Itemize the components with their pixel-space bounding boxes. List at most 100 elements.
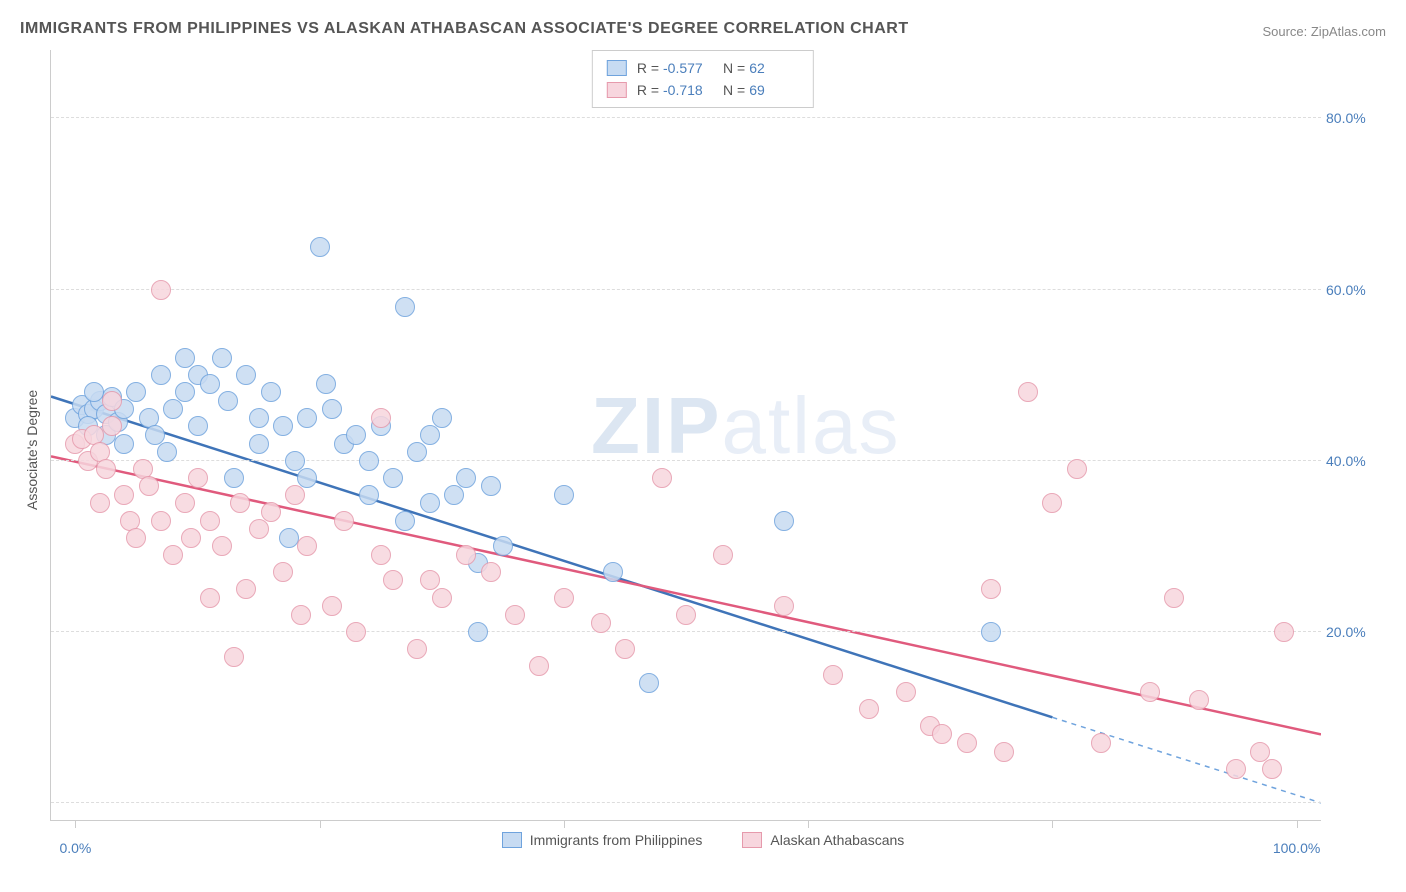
gridline xyxy=(51,802,1321,803)
scatter-point xyxy=(285,451,305,471)
scatter-point xyxy=(236,365,256,385)
scatter-point xyxy=(481,562,501,582)
scatter-point xyxy=(505,605,525,625)
scatter-point xyxy=(102,416,122,436)
x-tick xyxy=(1297,820,1298,828)
scatter-point xyxy=(188,468,208,488)
scatter-point xyxy=(285,485,305,505)
scatter-point xyxy=(273,562,293,582)
watermark-atlas: atlas xyxy=(721,381,900,470)
scatter-point xyxy=(114,485,134,505)
scatter-point xyxy=(554,588,574,608)
series2-swatch-bottom xyxy=(742,832,762,848)
scatter-point xyxy=(432,408,452,428)
scatter-point xyxy=(297,536,317,556)
scatter-point xyxy=(346,622,366,642)
scatter-point xyxy=(102,391,122,411)
scatter-point xyxy=(1091,733,1111,753)
scatter-point xyxy=(114,434,134,454)
scatter-point xyxy=(359,451,379,471)
scatter-point xyxy=(175,493,195,513)
source-attribution: Source: ZipAtlas.com xyxy=(1262,24,1386,39)
scatter-point xyxy=(236,579,256,599)
watermark-zip: ZIP xyxy=(591,381,721,470)
regression-lines xyxy=(51,50,1321,820)
scatter-point xyxy=(218,391,238,411)
scatter-point xyxy=(291,605,311,625)
gridline xyxy=(51,289,1321,290)
scatter-point xyxy=(224,468,244,488)
scatter-point xyxy=(346,425,366,445)
x-tick xyxy=(808,820,809,828)
scatter-point xyxy=(297,408,317,428)
scatter-point xyxy=(157,442,177,462)
scatter-point xyxy=(371,408,391,428)
plot-area: ZIPatlas 20.0%40.0%60.0%80.0%0.0%100.0% xyxy=(50,50,1321,821)
scatter-point xyxy=(1140,682,1160,702)
y-tick-label: 80.0% xyxy=(1326,110,1381,126)
scatter-point xyxy=(151,280,171,300)
y-axis-label: Associate's Degree xyxy=(24,390,40,510)
scatter-point xyxy=(859,699,879,719)
scatter-point xyxy=(591,613,611,633)
scatter-point xyxy=(1262,759,1282,779)
scatter-point xyxy=(334,511,354,531)
scatter-point xyxy=(957,733,977,753)
scatter-point xyxy=(322,399,342,419)
scatter-point xyxy=(200,374,220,394)
scatter-point xyxy=(188,416,208,436)
scatter-point xyxy=(126,528,146,548)
scatter-point xyxy=(151,511,171,531)
scatter-point xyxy=(493,536,513,556)
scatter-point xyxy=(181,528,201,548)
scatter-point xyxy=(420,493,440,513)
scatter-point xyxy=(529,656,549,676)
series-legend: Immigrants from Philippines Alaskan Atha… xyxy=(0,832,1406,848)
scatter-point xyxy=(90,493,110,513)
series2-swatch xyxy=(607,82,627,98)
scatter-point xyxy=(145,425,165,445)
scatter-point xyxy=(407,442,427,462)
scatter-point xyxy=(163,399,183,419)
scatter-point xyxy=(297,468,317,488)
scatter-point xyxy=(279,528,299,548)
series-legend-item-2: Alaskan Athabascans xyxy=(742,832,904,848)
y-tick-label: 40.0% xyxy=(1326,453,1381,469)
gridline xyxy=(51,631,1321,632)
scatter-point xyxy=(261,502,281,522)
scatter-point xyxy=(175,382,195,402)
series-legend-item-1: Immigrants from Philippines xyxy=(502,832,703,848)
scatter-point xyxy=(322,596,342,616)
n-value-1: 62 xyxy=(749,57,799,79)
scatter-point xyxy=(96,459,116,479)
scatter-point xyxy=(652,468,672,488)
scatter-point xyxy=(774,511,794,531)
n-label-2: N = xyxy=(723,82,745,98)
scatter-point xyxy=(676,605,696,625)
scatter-point xyxy=(603,562,623,582)
scatter-point xyxy=(395,511,415,531)
scatter-point xyxy=(1018,382,1038,402)
scatter-point xyxy=(371,545,391,565)
scatter-point xyxy=(896,682,916,702)
scatter-point xyxy=(395,297,415,317)
scatter-point xyxy=(316,374,336,394)
stats-legend-row-1: R =-0.577 N =62 xyxy=(607,57,799,79)
scatter-point xyxy=(212,536,232,556)
scatter-point xyxy=(456,545,476,565)
scatter-point xyxy=(774,596,794,616)
source-link[interactable]: ZipAtlas.com xyxy=(1311,24,1386,39)
scatter-point xyxy=(1067,459,1087,479)
scatter-point xyxy=(407,639,427,659)
watermark: ZIPatlas xyxy=(591,380,900,472)
scatter-point xyxy=(481,476,501,496)
scatter-point xyxy=(139,476,159,496)
chart-title: IMMIGRANTS FROM PHILIPPINES VS ALASKAN A… xyxy=(20,20,909,38)
scatter-point xyxy=(249,408,269,428)
scatter-point xyxy=(175,348,195,368)
y-tick-label: 20.0% xyxy=(1326,624,1381,640)
scatter-point xyxy=(468,622,488,642)
x-tick xyxy=(320,820,321,828)
scatter-point xyxy=(456,468,476,488)
scatter-point xyxy=(359,485,379,505)
